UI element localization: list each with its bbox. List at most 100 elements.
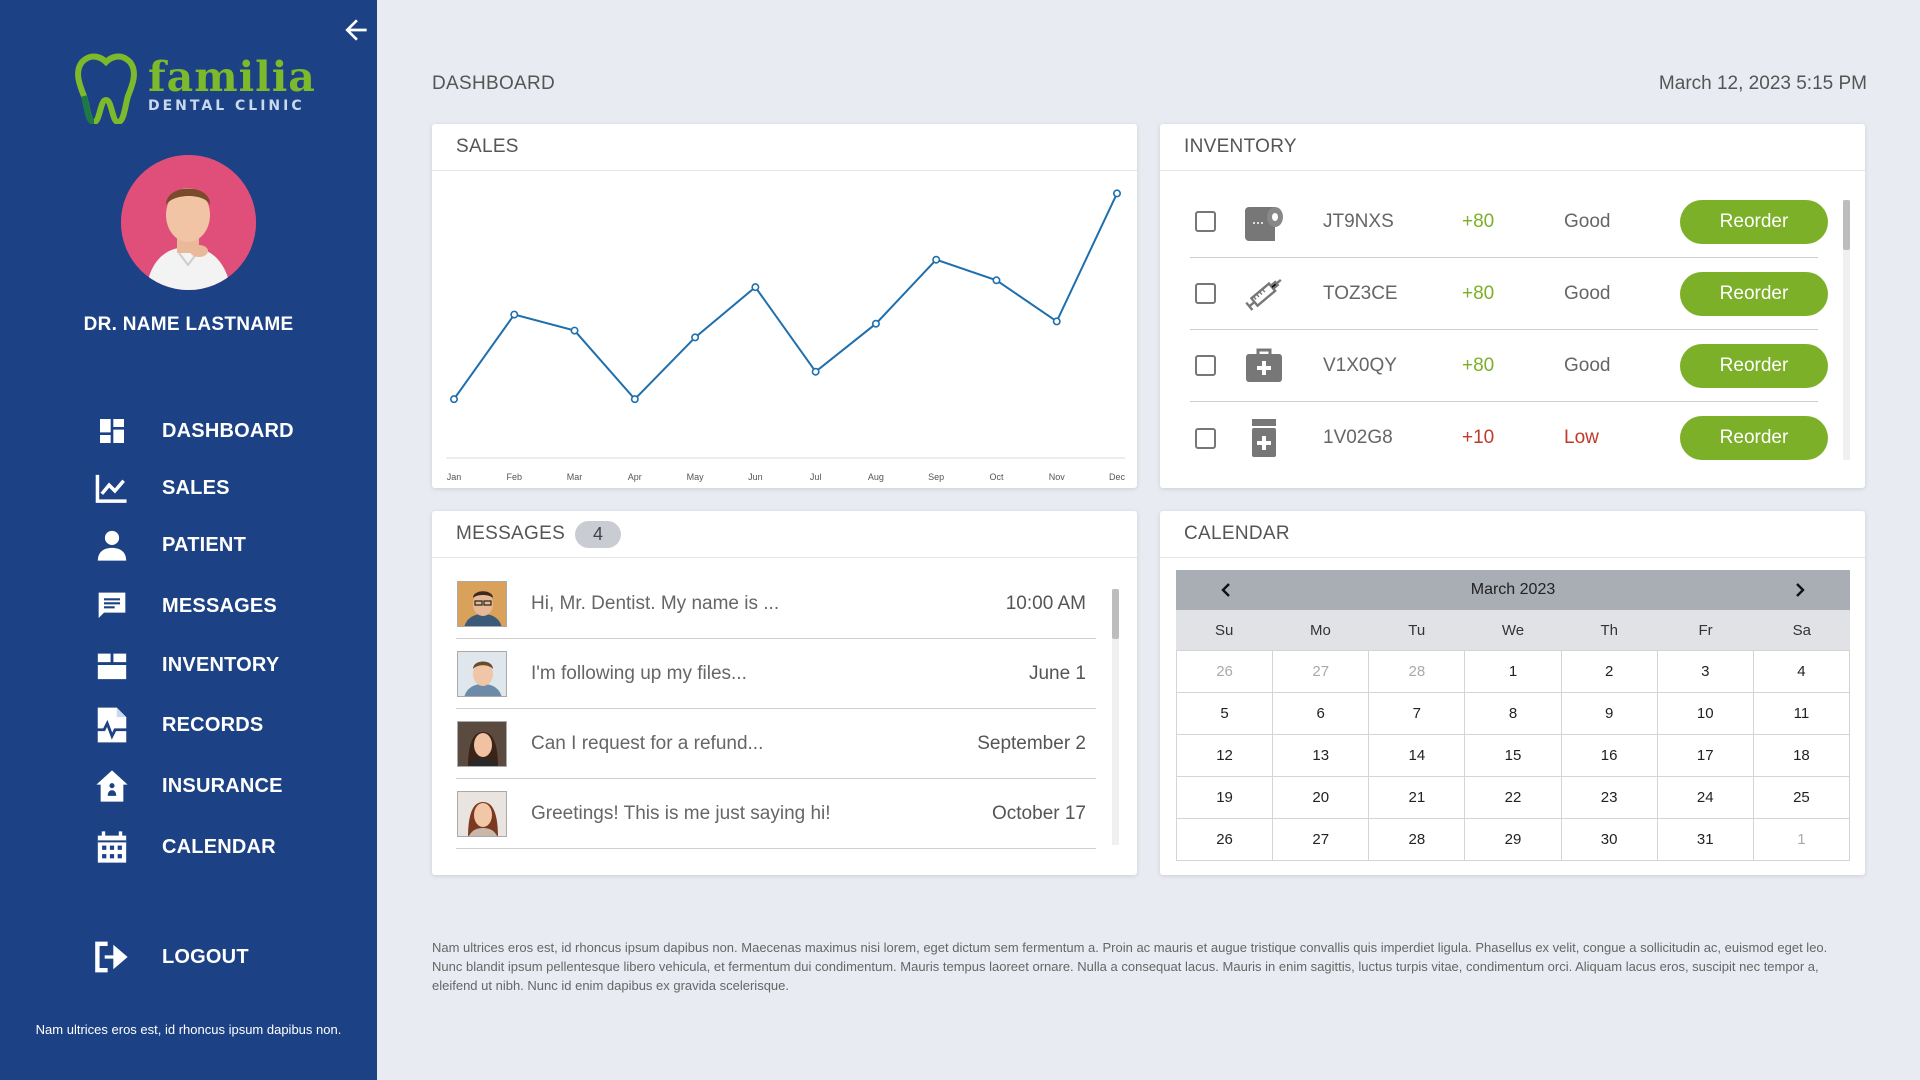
calendar-day[interactable]: 12 xyxy=(1177,735,1274,777)
sales-data-point[interactable] xyxy=(751,283,760,292)
message-preview: I'm following up my files... xyxy=(531,662,747,684)
inventory-status: Good xyxy=(1564,282,1611,304)
x-tick-label: Jan xyxy=(447,472,462,482)
calendar-day[interactable]: 6 xyxy=(1273,693,1370,735)
calendar-next-button[interactable] xyxy=(1780,570,1820,610)
logout-button[interactable]: LOGOUT xyxy=(92,935,352,979)
sidebar-item-inventory[interactable]: INVENTORY xyxy=(92,643,352,687)
inventory-row-checkbox[interactable] xyxy=(1195,427,1216,449)
sidebar-item-patient[interactable]: PATIENT xyxy=(92,523,352,567)
calendar-day[interactable]: 31 xyxy=(1657,819,1754,861)
sales-data-point[interactable] xyxy=(992,276,1001,285)
sales-data-point[interactable] xyxy=(630,395,639,404)
message-preview: Greetings! This is me just saying hi! xyxy=(531,802,831,824)
sales-data-point[interactable] xyxy=(932,255,941,264)
calendar-day[interactable]: 20 xyxy=(1273,777,1370,819)
sender-avatar xyxy=(457,650,507,697)
message-time: 10:00 AM xyxy=(1005,592,1086,614)
calendar-day[interactable]: 29 xyxy=(1465,819,1562,861)
sidebar-item-dashboard[interactable]: DASHBOARD xyxy=(92,409,352,453)
message-item[interactable]: Hi, Mr. Dentist. My name is ... 10:00 AM xyxy=(456,569,1096,639)
sales-data-point[interactable] xyxy=(510,310,519,319)
weekday-label: Fr xyxy=(1698,621,1713,639)
sales-data-point[interactable] xyxy=(811,367,820,376)
calendar-day[interactable]: 25 xyxy=(1753,777,1850,819)
calendar-day[interactable]: 30 xyxy=(1561,819,1658,861)
reorder-button[interactable]: Reorder xyxy=(1680,199,1828,244)
sidebar-item-label: CALENDAR xyxy=(162,835,276,858)
reorder-button[interactable]: Reorder xyxy=(1680,343,1828,388)
sidebar-item-messages[interactable]: MESSAGES xyxy=(92,584,352,628)
inventory-row-checkbox[interactable] xyxy=(1195,355,1216,376)
x-tick-label: Jul xyxy=(810,472,822,482)
sidebar-item-records[interactable]: RECORDS xyxy=(92,703,352,747)
message-item[interactable]: I'm following up my files... June 1 xyxy=(456,639,1096,709)
calendar-day[interactable]: 17 xyxy=(1657,735,1754,777)
calendar-day[interactable]: 1 xyxy=(1465,651,1562,693)
inventory-scroll-thumb[interactable] xyxy=(1843,200,1850,250)
calendar-day[interactable]: 27 xyxy=(1273,651,1370,693)
message-preview: Hi, Mr. Dentist. My name is ... xyxy=(531,592,780,614)
sidebar-item-label: INSURANCE xyxy=(162,774,283,797)
calendar-day[interactable]: 13 xyxy=(1273,735,1370,777)
sidebar-item-calendar[interactable]: CALENDAR xyxy=(92,825,352,869)
reorder-button[interactable]: Reorder xyxy=(1680,416,1828,460)
calendar-card: CALENDAR March 2023 Su Mo Tu We Th Fr Sa… xyxy=(1160,511,1865,875)
x-tick-label: Aug xyxy=(868,472,884,482)
calendar-day[interactable]: 26 xyxy=(1177,651,1274,693)
calendar-day[interactable]: 4 xyxy=(1753,651,1850,693)
calendar-day[interactable]: 9 xyxy=(1561,693,1658,735)
sales-data-point[interactable] xyxy=(570,326,579,335)
sidebar-item-label: DASHBOARD xyxy=(162,419,294,442)
calendar-day[interactable]: 8 xyxy=(1465,693,1562,735)
message-item[interactable]: Greetings! This is me just saying hi! Oc… xyxy=(456,779,1096,849)
calendar-day[interactable]: 28 xyxy=(1369,819,1466,861)
calendar-day[interactable]: 23 xyxy=(1561,777,1658,819)
messages-scrollbar[interactable] xyxy=(1112,589,1119,845)
inventory-row-checkbox[interactable] xyxy=(1195,211,1216,232)
sidebar-item-insurance[interactable]: INSURANCE xyxy=(92,764,352,808)
x-tick-label: Oct xyxy=(989,472,1004,482)
calendar-day[interactable]: 16 xyxy=(1561,735,1658,777)
calendar-day[interactable]: 19 xyxy=(1177,777,1274,819)
calendar-day[interactable]: 3 xyxy=(1657,651,1754,693)
reorder-button[interactable]: Reorder xyxy=(1680,271,1828,316)
calendar-day[interactable]: 10 xyxy=(1657,693,1754,735)
brand-subtitle: DENTAL CLINIC xyxy=(148,98,305,114)
sales-data-point[interactable] xyxy=(691,333,700,342)
sidebar-item-label: SALES xyxy=(162,476,230,499)
inventory-row-checkbox[interactable] xyxy=(1195,283,1216,304)
calendar-day[interactable]: 14 xyxy=(1369,735,1466,777)
sales-data-point[interactable] xyxy=(871,319,880,328)
sender-avatar xyxy=(457,720,507,767)
sidebar-item-sales[interactable]: SALES xyxy=(92,466,352,510)
dashboard-icon xyxy=(92,411,132,451)
message-item[interactable]: Can I request for a refund... September … xyxy=(456,709,1096,779)
calendar-day[interactable]: 2 xyxy=(1561,651,1658,693)
calendar-day[interactable]: 26 xyxy=(1177,819,1274,861)
calendar-day[interactable]: 11 xyxy=(1753,693,1850,735)
calendar-day[interactable]: 28 xyxy=(1369,651,1466,693)
calendar-day[interactable]: 21 xyxy=(1369,777,1466,819)
sales-data-point[interactable] xyxy=(1112,189,1121,198)
sales-data-point[interactable] xyxy=(1052,317,1061,326)
inventory-code: 1V02G8 xyxy=(1323,427,1393,448)
x-tick-label: Feb xyxy=(507,472,523,482)
calendar-day[interactable]: 27 xyxy=(1273,819,1370,861)
inventory-row: TOZ3CE +80 Good Reorder xyxy=(1190,258,1828,330)
calendar-day[interactable]: 1 xyxy=(1753,819,1850,861)
weekday-label: Tu xyxy=(1408,621,1426,639)
pill-bottle-icon xyxy=(1242,416,1286,460)
calendar-day[interactable]: 7 xyxy=(1369,693,1466,735)
sales-data-point[interactable] xyxy=(449,395,458,404)
inventory-scrollbar[interactable] xyxy=(1843,200,1850,460)
message-time: September 2 xyxy=(977,732,1086,754)
calendar-day[interactable]: 24 xyxy=(1657,777,1754,819)
calendar-day[interactable]: 15 xyxy=(1465,735,1562,777)
messages-scroll-thumb[interactable] xyxy=(1112,589,1119,639)
calendar-prev-button[interactable] xyxy=(1206,570,1246,610)
calendar-day[interactable]: 22 xyxy=(1465,777,1562,819)
calendar-day[interactable]: 18 xyxy=(1753,735,1850,777)
calendar-day[interactable]: 5 xyxy=(1177,693,1274,735)
collapse-sidebar-button[interactable] xyxy=(340,14,372,46)
